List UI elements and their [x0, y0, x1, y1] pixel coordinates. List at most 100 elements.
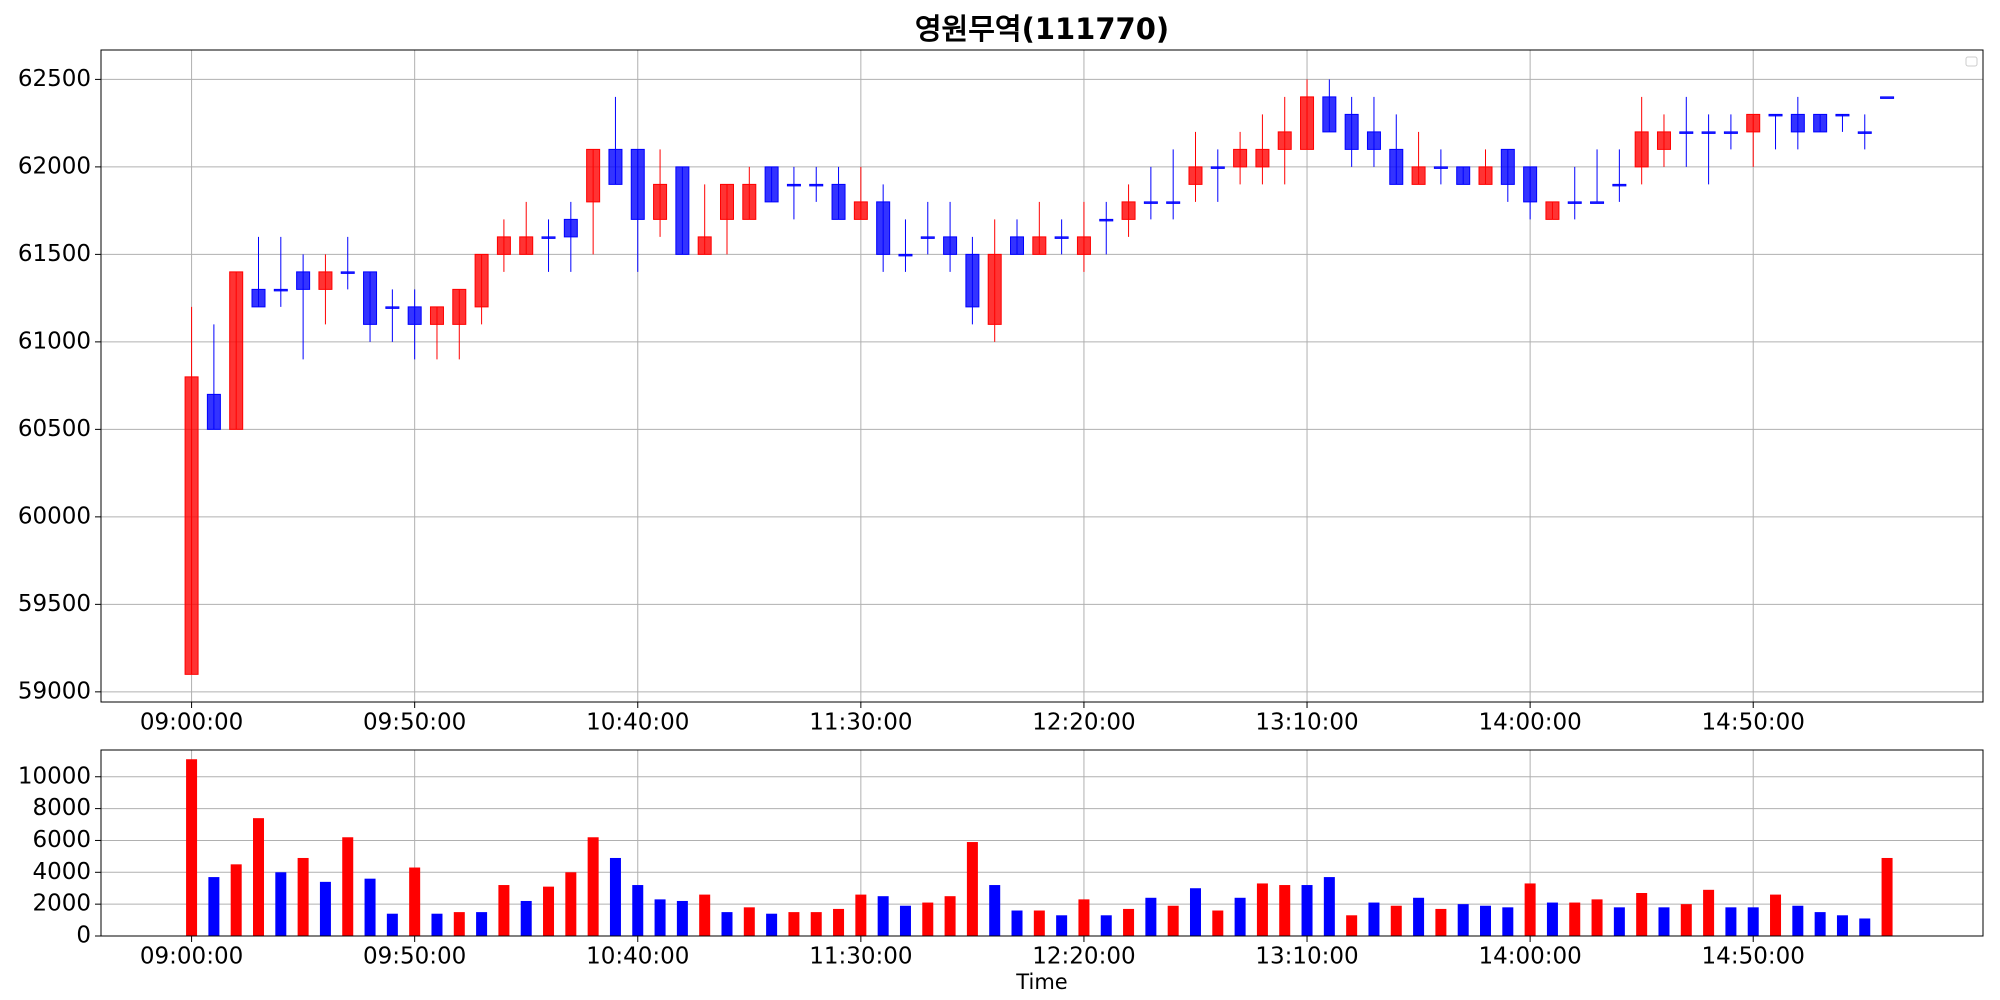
bar — [1256, 883, 1268, 936]
candle-body — [474, 253, 489, 308]
bar — [966, 842, 978, 936]
bar — [1747, 907, 1759, 936]
bar — [1658, 907, 1670, 936]
candle-body — [742, 183, 757, 220]
candle-body — [920, 236, 935, 239]
y-tick-label: 0 — [76, 923, 91, 949]
bar — [855, 894, 867, 936]
bar — [1323, 877, 1335, 936]
candle-body — [296, 271, 311, 290]
bar — [699, 894, 711, 936]
bar — [1279, 885, 1291, 936]
candle-body — [987, 253, 1002, 325]
candle-body — [519, 236, 534, 255]
bar — [1078, 899, 1090, 936]
candle-body — [1523, 166, 1538, 203]
candle-body — [363, 271, 378, 325]
bar — [743, 907, 755, 936]
candle-body — [1880, 96, 1895, 99]
bar — [676, 900, 688, 936]
bar — [1212, 910, 1224, 936]
bar — [1435, 908, 1447, 936]
candle-body — [1322, 96, 1337, 133]
bar — [1770, 894, 1782, 936]
candle-body — [1679, 131, 1694, 134]
candle-body — [184, 376, 199, 675]
candle-body — [1723, 131, 1738, 134]
candle-body — [1500, 148, 1515, 185]
x-axis-label: Time — [1015, 970, 1067, 994]
y-tick-label: 60500 — [18, 416, 91, 442]
candle-body — [1612, 183, 1627, 187]
y-tick-label: 2000 — [32, 891, 91, 917]
candle-body — [407, 306, 422, 325]
candle-body — [719, 183, 734, 220]
bar — [1792, 905, 1804, 936]
bar — [1836, 915, 1848, 936]
candle-body — [1300, 96, 1315, 150]
candle-body — [229, 271, 244, 430]
bar — [1100, 915, 1112, 936]
candle-body — [675, 166, 690, 255]
candle-body — [1233, 148, 1248, 168]
x-tick-label: 10:40:00 — [586, 710, 689, 736]
y-tick-label: 61500 — [18, 241, 91, 267]
bar — [319, 881, 331, 936]
bar — [409, 867, 421, 936]
x-tick-label: 14:50:00 — [1702, 944, 1805, 970]
x-tick-label: 09:50:00 — [363, 944, 466, 970]
candle-body — [764, 166, 779, 203]
bar — [520, 900, 532, 936]
candle-body — [1857, 131, 1872, 134]
axes-frame — [100, 49, 1984, 703]
bar — [208, 877, 220, 936]
candle-body — [943, 236, 958, 255]
candle-body — [1366, 131, 1381, 150]
x-tick-label: 11:30:00 — [809, 710, 912, 736]
candle-body — [273, 288, 288, 292]
candle-body — [786, 183, 801, 187]
candle-body — [608, 148, 623, 185]
bar — [1881, 857, 1893, 936]
candle-body — [630, 148, 645, 220]
y-tick-label: 6000 — [32, 827, 91, 853]
candle-body — [853, 201, 868, 220]
candle-body — [1389, 148, 1404, 185]
candle-body — [1076, 236, 1091, 255]
candle-body — [653, 183, 668, 220]
y-tick-label: 60000 — [18, 503, 91, 529]
candle-body — [1433, 166, 1448, 169]
bar — [1123, 908, 1135, 936]
candle-body — [1746, 113, 1761, 133]
bar — [1814, 912, 1826, 936]
x-tick-label: 14:00:00 — [1478, 944, 1581, 970]
candle-body — [1010, 236, 1025, 255]
candle-body — [541, 236, 556, 239]
candle-body — [965, 253, 980, 308]
bar — [342, 837, 354, 936]
x-tick-label: 10:40:00 — [586, 944, 689, 970]
x-tick-label: 09:00:00 — [140, 944, 243, 970]
bar — [632, 885, 644, 936]
bar — [1346, 915, 1358, 936]
candle-body — [340, 271, 355, 274]
bar — [1502, 907, 1514, 936]
candle-body — [809, 183, 824, 187]
bar — [766, 913, 778, 936]
candle-body — [206, 393, 221, 430]
bar — [1011, 910, 1023, 936]
candle-body — [1255, 148, 1270, 168]
bar — [1480, 905, 1492, 936]
bar — [1636, 893, 1648, 936]
candle-body — [1634, 131, 1649, 168]
bar — [654, 899, 666, 936]
candle-body — [1790, 113, 1805, 133]
candle-body — [586, 148, 601, 203]
bar — [498, 885, 510, 936]
bar — [1703, 889, 1715, 936]
bar — [721, 912, 733, 936]
candle-body — [1054, 236, 1069, 239]
bar — [431, 913, 443, 936]
bar — [1301, 885, 1313, 936]
candle-body — [1835, 113, 1850, 117]
